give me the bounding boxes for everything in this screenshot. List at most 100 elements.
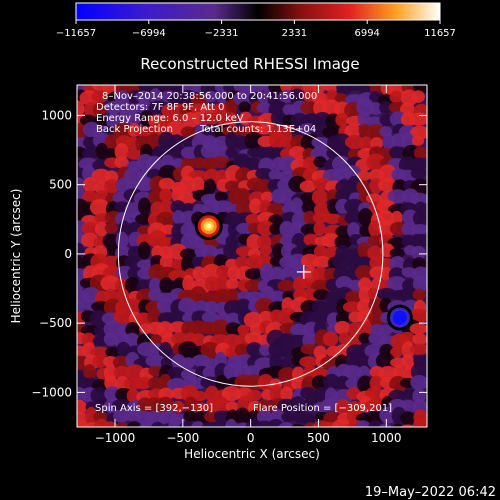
- annotation-total-counts: Total counts: 1.13E+04: [199, 124, 316, 135]
- ripple-blob: [170, 200, 186, 215]
- ripple-blob: [347, 148, 361, 160]
- y-axis-label: Heliocentric Y (arcsec): [9, 189, 23, 324]
- ripple-blob: [355, 265, 373, 281]
- ripple-blob: [223, 242, 241, 260]
- ripple-blob: [84, 406, 98, 425]
- ripple-blob: [278, 307, 296, 326]
- ripple-blob: [116, 422, 129, 427]
- ripple-blob: [225, 401, 239, 413]
- ripple-blob: [270, 110, 286, 126]
- ripple-blob: [100, 275, 120, 292]
- ripple-blob: [159, 277, 174, 294]
- ripple-blob: [389, 247, 405, 259]
- ripple-blob: [378, 423, 392, 427]
- ripple-blob: [311, 136, 330, 149]
- ripple-blob: [123, 112, 143, 125]
- ripple-blob: [81, 221, 100, 235]
- ripple-blob: [342, 301, 362, 313]
- ripple-blob: [299, 180, 317, 193]
- spin-axis-marker: [296, 264, 311, 279]
- ripple-blob: [90, 386, 109, 405]
- ripple-blob: [102, 233, 121, 249]
- y-tick-label: 0: [64, 247, 72, 261]
- solar-limb-circle: [117, 121, 384, 387]
- ripple-blob: [212, 156, 230, 168]
- ripple-blob: [203, 178, 217, 195]
- ripple-blob: [104, 222, 118, 234]
- ripple-blob: [235, 407, 250, 425]
- ripple-blob: [335, 276, 353, 291]
- ripple-blob: [399, 331, 416, 347]
- ripple-blob: [167, 366, 185, 378]
- ripple-blob: [288, 145, 307, 160]
- ripple-blob: [214, 420, 228, 427]
- ripple-blob: [256, 409, 272, 424]
- ripple-blob: [332, 419, 351, 427]
- ripple-blob: [411, 90, 425, 103]
- ripple-blob: [280, 386, 293, 402]
- chart-title: Reconstructed RHESSI Image: [140, 55, 359, 73]
- ripple-blob: [171, 85, 184, 93]
- ripple-blob: [225, 278, 240, 290]
- ripple-blob: [139, 421, 155, 427]
- ripple-blob: [158, 131, 175, 150]
- ripple-blob: [155, 396, 175, 415]
- ripple-blob: [104, 179, 120, 194]
- ripple-blob: [278, 343, 296, 358]
- annotation-method: Back Projection: [96, 124, 173, 135]
- ripple-blob: [244, 268, 262, 280]
- y-tick-label: 500: [49, 178, 72, 192]
- colorbar-tick-label: 11657: [424, 28, 456, 39]
- ripple-blob: [403, 388, 416, 400]
- ripple-blob: [359, 136, 373, 152]
- ripple-blob: [300, 387, 317, 400]
- ripple-blob: [105, 346, 120, 358]
- ripple-blob: [201, 358, 219, 369]
- ripple-blob: [113, 308, 134, 325]
- ripple-blob: [149, 88, 162, 105]
- x-tick-label: −1000: [95, 431, 136, 445]
- ripple-blob: [386, 276, 407, 291]
- ripple-blob: [303, 233, 319, 246]
- ripple-blob: [313, 245, 327, 259]
- ripple-blob: [390, 346, 403, 359]
- ripple-blob: [138, 176, 154, 192]
- ripple-blob: [200, 244, 218, 259]
- ripple-blob: [177, 192, 197, 205]
- ripple-blob: [267, 290, 287, 304]
- ripple-blob: [156, 297, 174, 314]
- ripple-blob: [81, 147, 100, 159]
- ripple-blob: [92, 102, 108, 118]
- ripple-blob: [114, 143, 129, 161]
- ripple-blob: [200, 376, 218, 389]
- ripple-blob: [245, 213, 262, 225]
- ripple-blob: [410, 234, 427, 248]
- x-axis-ticks: −1000 −500 0 500 1000: [95, 85, 402, 445]
- ripple-blob: [137, 342, 156, 357]
- ripple-blob: [256, 102, 273, 114]
- ripple-blob: [279, 220, 295, 238]
- ripple-blob: [151, 421, 165, 427]
- ripple-blob: [158, 341, 173, 360]
- ripple-blob: [376, 287, 397, 301]
- ripple-blob: [321, 302, 341, 314]
- ripple-blob: [134, 376, 153, 390]
- ripple-blob: [412, 333, 427, 346]
- ripple-blob: [116, 288, 130, 306]
- annotation-detectors: Detectors: 7F 8F 9F, Att 0: [96, 102, 224, 113]
- ripple-blob: [409, 322, 427, 335]
- ripple-blob: [334, 93, 348, 104]
- ripple-blob: [412, 210, 427, 226]
- ripple-blob: [366, 153, 386, 172]
- ripple-blob: [91, 90, 108, 104]
- ripple-blob: [159, 188, 173, 202]
- ripple-blob: [158, 177, 175, 191]
- ripple-blob: [112, 122, 132, 140]
- ripple-blob: [290, 378, 304, 390]
- ripple-blob: [334, 320, 351, 335]
- ripple-blob: [382, 133, 395, 151]
- ripple-pattern: [77, 85, 427, 427]
- ripple-blob: [357, 85, 373, 94]
- negative-source-core: [392, 310, 407, 325]
- colorbar-ticks: −11657 −6994 −2331 2331 6994 11657: [56, 20, 456, 39]
